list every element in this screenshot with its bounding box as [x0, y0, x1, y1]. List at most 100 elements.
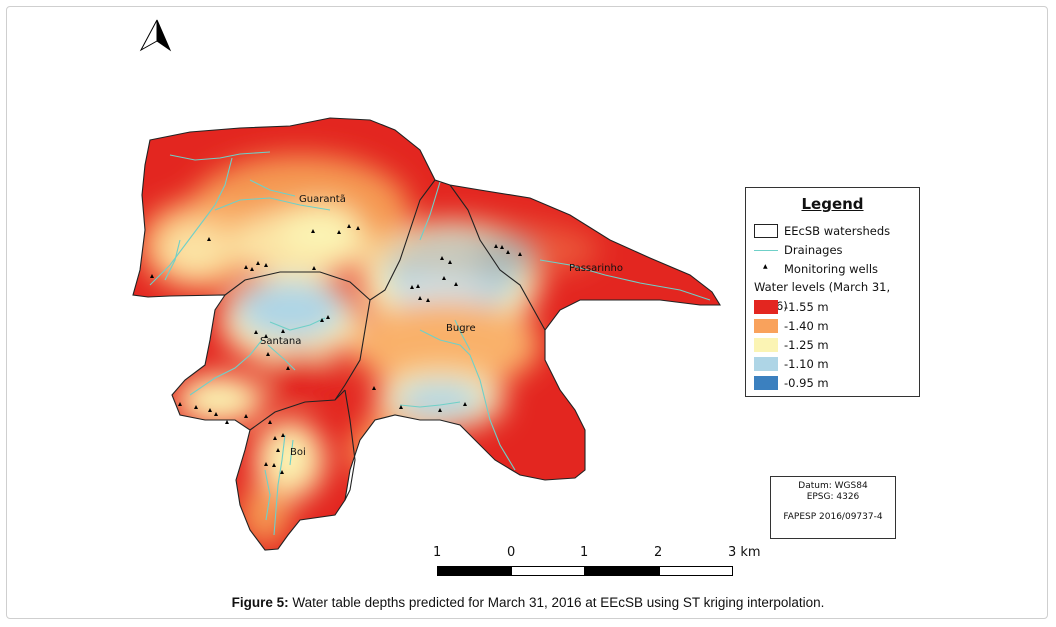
legend-class-label: -0.95 m: [784, 375, 829, 390]
well: [281, 329, 285, 333]
well: [150, 274, 154, 278]
boundary-guaranta-santana: [224, 271, 371, 301]
legend-swatch: [754, 375, 778, 390]
label-santana: Santana: [260, 336, 301, 347]
well-triangle-icon: [754, 262, 778, 276]
well: [311, 229, 315, 233]
legend-item-wells: Monitoring wells: [746, 259, 919, 278]
boundary-bugre-passarinho: [449, 184, 546, 331]
well: [438, 408, 442, 412]
grant-text: FAPESP 2016/09737-4: [783, 512, 883, 522]
well: [416, 284, 420, 288]
legend-swatch: [754, 318, 778, 333]
legend-class-0: -1.55 m: [746, 297, 919, 316]
monitoring-wells: [150, 224, 522, 474]
well: [337, 230, 341, 234]
boundary-santana-boi: [249, 389, 346, 431]
watershed-boundaries: [132, 117, 721, 551]
scale-segment: [437, 566, 511, 576]
well: [418, 296, 422, 300]
well: [426, 298, 430, 302]
well: [276, 448, 280, 452]
well: [506, 250, 510, 254]
well: [244, 265, 248, 269]
well: [320, 318, 324, 322]
water-table-map: Guarantã Passarinho Santana Bugre Boi: [132, 19, 721, 551]
legend-title: Legend: [801, 195, 864, 213]
well: [273, 436, 277, 440]
well: [225, 420, 229, 424]
well: [454, 282, 458, 286]
scale-label-3km: 3 km: [728, 545, 761, 560]
well: [178, 402, 182, 406]
well: [347, 224, 351, 228]
legend-class-4: -0.95 m: [746, 373, 919, 392]
well: [286, 366, 290, 370]
legend-item-drainages: Drainages: [746, 240, 919, 259]
well: [280, 470, 284, 474]
well: [463, 402, 467, 406]
scale-segment: [659, 566, 733, 576]
epsg-text: EPSG: 4326: [806, 492, 860, 502]
legend-swatch: [754, 299, 778, 314]
figure-frame: [6, 6, 1048, 619]
scale-label-0: 0: [507, 545, 516, 560]
scale-label-2km: 2: [654, 545, 663, 560]
well: [264, 334, 268, 338]
label-bugre: Bugre: [446, 323, 476, 334]
well: [494, 244, 498, 248]
boundary-boi-bugre: [344, 389, 356, 501]
legend-section-title: Water levels (March 31, 2016): [754, 280, 891, 313]
well: [399, 405, 403, 409]
legend-class-label: -1.25 m: [784, 337, 829, 352]
scale-segment: [585, 566, 659, 576]
well: [500, 245, 504, 249]
well: [264, 263, 268, 267]
caption-label: Figure 5:: [231, 595, 289, 610]
legend-class-label: -1.10 m: [784, 356, 829, 371]
legend-swatch: [754, 356, 778, 371]
boundary-santana-bugre: [334, 299, 371, 401]
legend-class-label: -1.55 m: [784, 299, 829, 314]
well: [268, 420, 272, 424]
well: [448, 260, 452, 264]
figure-caption: Figure 5: Water table depths predicted f…: [0, 595, 1056, 610]
map-legend: Legend EEcSB watersheds Drainages Monito…: [745, 187, 920, 397]
well: [272, 463, 276, 467]
watershed-box-icon: [754, 223, 778, 238]
well: [410, 285, 414, 289]
legend-class-3: -1.10 m: [746, 354, 919, 373]
label-guaranta: Guarantã: [299, 194, 346, 205]
legend-swatch: [754, 337, 778, 352]
well: [356, 226, 360, 230]
scale-segment: [511, 566, 585, 576]
legend-item-watersheds: EEcSB watersheds: [746, 221, 919, 240]
well: [442, 276, 446, 280]
well: [244, 414, 248, 418]
legend-class-label: -1.40 m: [784, 318, 829, 333]
well: [312, 266, 316, 270]
label-passarinho: Passarinho: [569, 263, 623, 274]
north-arrow-icon: [139, 19, 172, 52]
legend-class-2: -1.25 m: [746, 335, 919, 354]
datum-text: Datum: WGS84: [798, 481, 868, 491]
scale-bar: 1 0 1 2 3 km: [430, 545, 770, 577]
drainage-network: [149, 151, 711, 536]
well: [256, 261, 260, 265]
scale-label-1km: 1: [580, 545, 589, 560]
well: [250, 267, 254, 271]
caption-text: Water table depths predicted for March 3…: [288, 595, 825, 610]
well: [326, 315, 330, 319]
well: [266, 352, 270, 356]
well: [214, 412, 218, 416]
well: [281, 433, 285, 437]
legend-class-1: -1.40 m: [746, 316, 919, 335]
well: [194, 405, 198, 409]
boundary-guaranta-bugre: [369, 179, 436, 301]
well: [372, 386, 376, 390]
well: [254, 330, 258, 334]
scale-label-1: 1: [433, 545, 442, 560]
well: [207, 237, 211, 241]
drainage-line-icon: [754, 243, 778, 257]
well: [518, 252, 522, 256]
